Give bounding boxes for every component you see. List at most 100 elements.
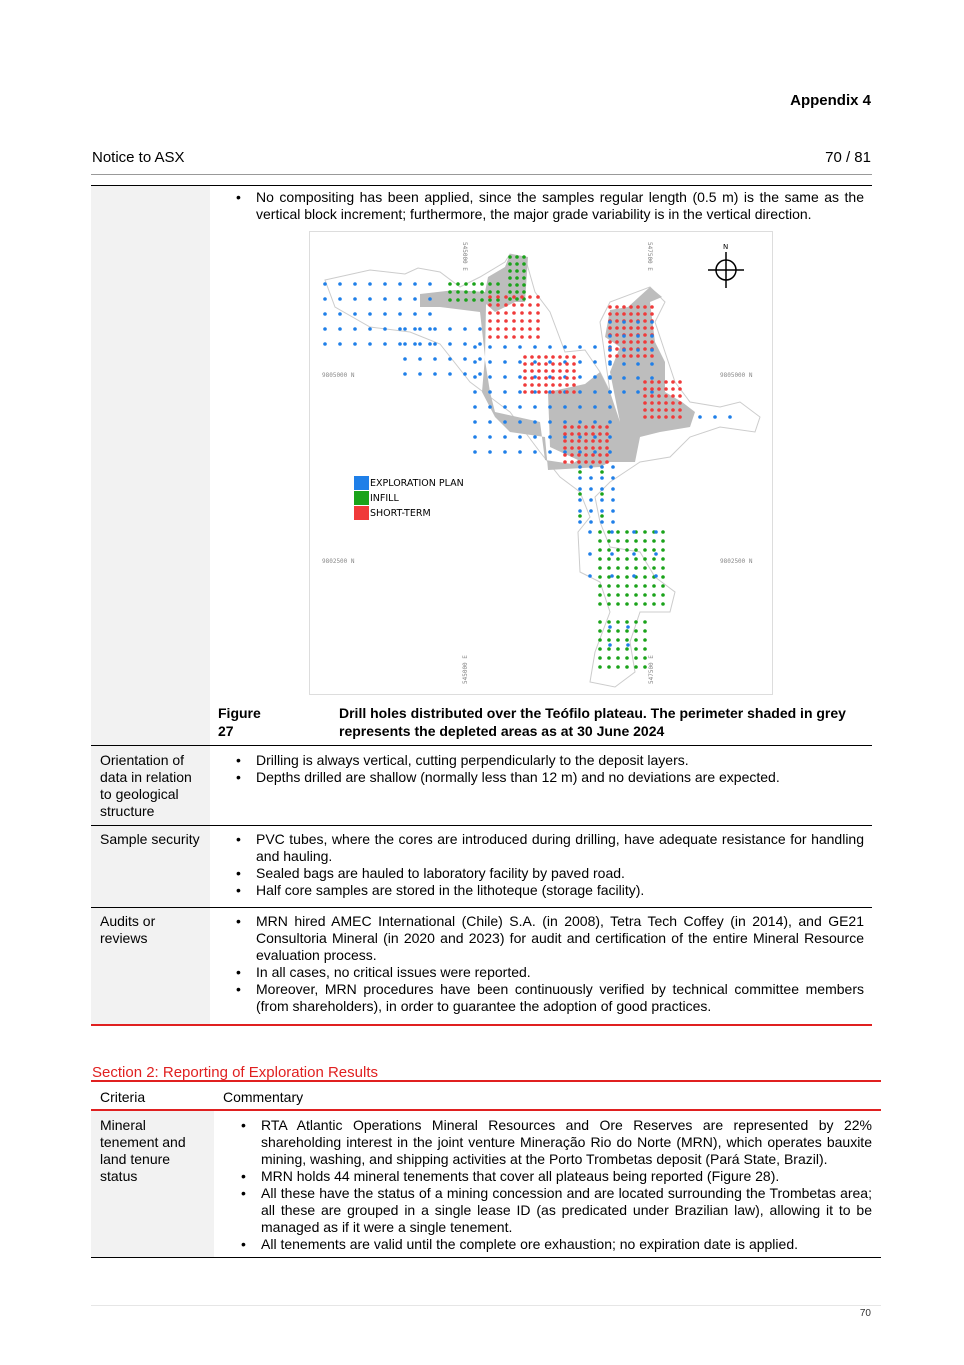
drill-hole-dot [488,327,492,331]
drill-hole-dot [533,390,537,394]
drill-hole-dot [616,665,620,669]
drill-hole-dot [615,319,619,323]
drill-hole-dot [565,390,569,394]
drill-hole-dot [591,453,595,457]
drill-hole-dot [558,362,562,366]
criteria-cell-bg [91,1111,214,1257]
drill-hole-dot [608,390,612,394]
drill-hole-dot [625,575,629,579]
drill-hole-dot [643,340,647,344]
drill-hole-dot [643,539,647,543]
drill-hole-dot [464,298,468,302]
drill-hole-dot [634,584,638,588]
drill-hole-dot [607,566,611,570]
drill-hole-dot [643,305,647,309]
drill-hole-dot [593,420,597,424]
drill-hole-dot [504,311,508,315]
drill-hole-dot [643,665,647,669]
drill-hole-dot [518,345,522,349]
drill-hole-dot [610,552,614,556]
drill-hole-dot [488,405,492,409]
drill-hole-dot [605,432,609,436]
drill-hole-dot [629,340,633,344]
drill-hole-dot [616,602,620,606]
drill-hole-dot [563,450,567,454]
drill-hole-dot [508,297,512,301]
drill-hole-dot [643,620,647,624]
drill-hole-dot [398,342,402,346]
drill-hole-dot [622,376,626,380]
drill-hole-dot [625,593,629,597]
drill-hole-dot [578,435,582,439]
drill-hole-dot [488,311,492,315]
drill-hole-dot [518,420,522,424]
drill-hole-dot [548,375,552,379]
drill-hole-dot [496,298,500,302]
drill-hole-dot [473,435,477,439]
drill-hole-dot [634,602,638,606]
drill-hole-dot [515,255,519,259]
drill-hole-dot [563,460,567,464]
drill-hole-dot [577,439,581,443]
drill-hole-dot [488,290,492,294]
drill-hole-dot [433,327,437,331]
drill-hole-dot [433,357,437,361]
drill-hole-dot [536,303,540,307]
drill-hole-dot [643,319,647,323]
drill-hole-dot [563,446,567,450]
drill-hole-dot [657,394,661,398]
drill-hole-dot [563,345,567,349]
drill-hole-dot [589,509,593,513]
drill-hole-dot [591,460,595,464]
drill-hole-dot [563,425,567,429]
drill-hole-dot [650,390,654,394]
drill-hole-dot [650,334,654,338]
drill-hole-dot [643,548,647,552]
drill-hole-dot [448,327,452,331]
legend-swatch-infill [354,491,369,505]
drill-hole-dot [671,401,675,405]
drill-hole-dot [478,372,482,376]
drill-hole-dot [533,435,537,439]
drill-hole-dot [488,345,492,349]
drill-hole-dot [634,638,638,642]
drill-hole-dot [503,360,507,364]
drill-hole-dot [615,340,619,344]
drill-hole-dot [522,276,526,280]
drill-hole-dot [536,335,540,339]
drill-hole-dot [661,530,665,534]
drill-hole-dot [530,390,534,394]
drill-hole-dot [463,327,467,331]
drill-hole-dot [643,584,647,588]
drill-hole-dot [512,303,516,307]
header-row-rule [91,1109,881,1111]
drill-hole-dot [616,566,620,570]
drill-hole-dot [652,593,656,597]
drill-hole-dot [607,602,611,606]
drill-hole-dot [622,320,626,324]
drill-hole-dot [664,380,668,384]
drill-hole-dot [536,327,540,331]
drill-hole-dot [515,297,519,301]
drill-hole-dot [608,326,612,330]
drill-hole-dot [589,465,593,469]
drill-hole-dot [403,372,407,376]
drill-hole-dot [353,327,357,331]
drill-hole-dot [522,269,526,273]
drill-hole-dot [608,312,612,316]
drill-hole-dot [593,405,597,409]
drill-hole-dot [428,327,432,331]
drill-hole-dot [611,498,615,502]
drill-hole-dot [488,319,492,323]
drill-hole-dot [456,290,460,294]
orientation-bullets: Drilling is always vertical, cutting per… [229,752,864,786]
drill-hole-dot [650,387,654,391]
drill-hole-dot [608,334,612,338]
drill-hole-dot [664,401,668,405]
criteria-cell-bg [91,908,210,1025]
drill-hole-dot [463,342,467,346]
footer-divider [91,1305,881,1306]
drill-hole-dot [433,342,437,346]
drill-hole-dot [643,575,647,579]
drill-hole-dot [496,282,500,286]
